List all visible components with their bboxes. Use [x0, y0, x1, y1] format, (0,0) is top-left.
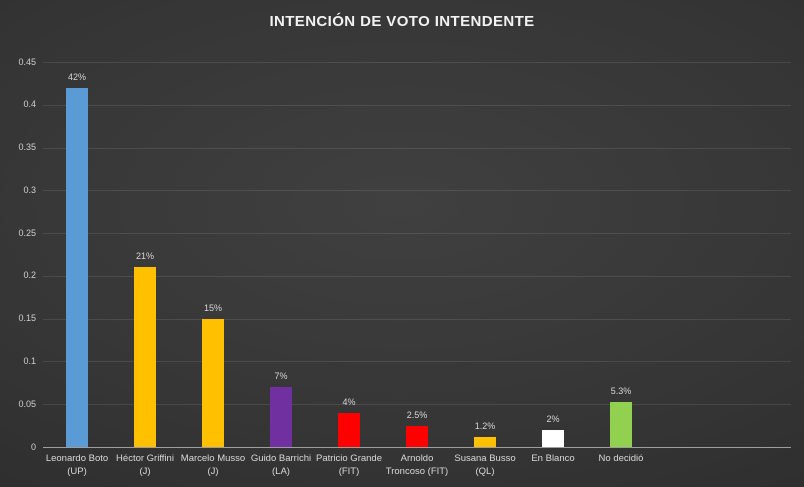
x-axis-category-label: Héctor Griffini (J): [116, 453, 174, 477]
bar-value-label: 7%: [274, 371, 288, 382]
y-axis-tick-label: 0.2: [23, 270, 36, 281]
y-axis-tick-label: 0.45: [18, 56, 36, 67]
bar: [202, 318, 224, 447]
y-axis-tick-label: 0.1: [23, 355, 36, 366]
gridline: [43, 275, 791, 277]
gridline: [43, 233, 791, 235]
bar: [338, 412, 360, 447]
gridline: [43, 318, 791, 320]
x-axis-category-label: Arnoldo Troncoso (FIT): [385, 453, 449, 477]
gridline: [43, 361, 791, 363]
chart-title: INTENCIÓN DE VOTO INTENDENTE: [269, 13, 535, 30]
bar: [270, 387, 292, 447]
x-axis-category-label: Susana Busso (QL): [454, 453, 516, 477]
bar: [610, 401, 632, 447]
x-axis-category-label: Guido Barrichi (LA): [250, 453, 312, 477]
bar-value-label: 1.2%: [474, 420, 496, 431]
bar-value-label: 21%: [135, 251, 154, 262]
bar: [66, 87, 88, 447]
x-axis-category-label: Leonardo Boto (UP): [45, 453, 109, 477]
gridline: [43, 104, 791, 106]
y-axis-tick-label: 0.25: [18, 227, 36, 238]
bar: [474, 436, 496, 447]
bar: [542, 429, 564, 447]
gridline: [43, 62, 791, 63]
gridline: [43, 190, 791, 192]
gridline: [43, 147, 791, 149]
bar: [406, 425, 428, 447]
bar: [134, 267, 156, 447]
y-axis-tick-label: 0.15: [18, 313, 36, 324]
y-axis-tick-label: 0.4: [23, 99, 36, 110]
x-axis-category-label: En Blanco: [531, 453, 575, 464]
chart-plot-area: 42% 21% 15% 7% 4% 2.5% 1.2% 2% 5.3%: [43, 62, 791, 448]
bar-value-label: 42%: [67, 71, 86, 82]
x-axis-category-label: Patricio Grande (FIT): [315, 453, 382, 477]
x-axis-category-label: No decidió: [598, 453, 644, 464]
x-axis-category-label: Marcelo Musso (J): [180, 453, 246, 477]
bar-value-label: 2%: [546, 413, 560, 424]
y-axis-tick-label: 0: [30, 441, 36, 452]
bar-value-label: 2.5%: [406, 409, 428, 420]
gridline: [43, 404, 791, 406]
y-axis-tick-label: 0.3: [23, 184, 36, 195]
y-axis-tick-label: 0.05: [18, 398, 36, 409]
bar-value-label: 5.3%: [610, 385, 632, 396]
bar-value-label: 15%: [203, 302, 222, 313]
x-axis-line: [43, 446, 791, 448]
bar-value-label: 4%: [342, 396, 356, 407]
y-axis-tick-label: 0.35: [18, 142, 36, 153]
